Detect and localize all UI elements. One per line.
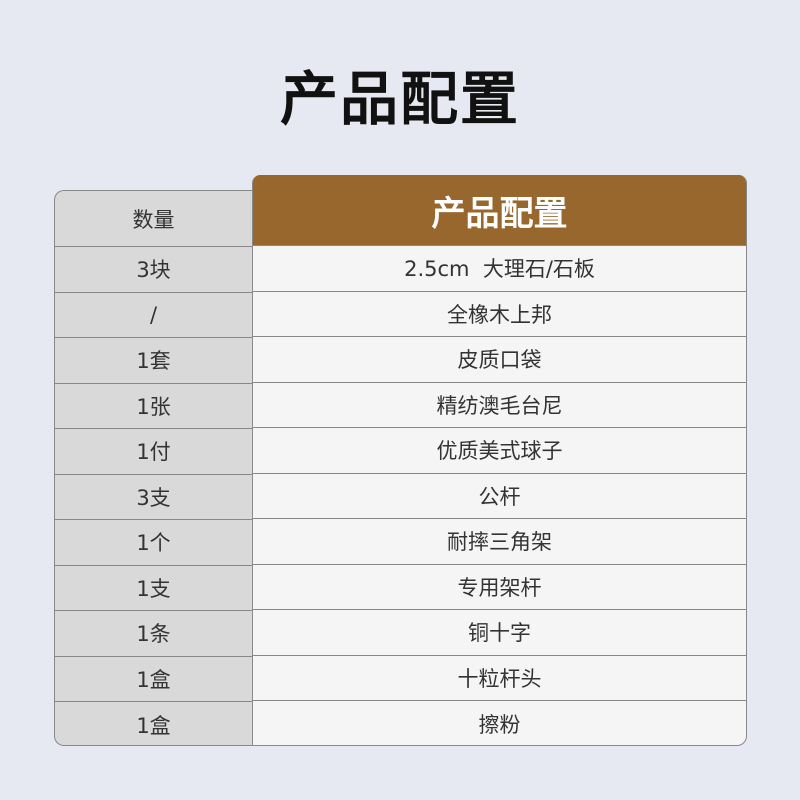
item-cell: 全橡木上邦 bbox=[253, 292, 746, 337]
quantity-cell: 1张 bbox=[55, 384, 252, 429]
quantity-cell: 3块 bbox=[55, 247, 252, 293]
item-cell: 擦粉 bbox=[478, 712, 521, 737]
quantity-cell: 3支 bbox=[55, 475, 252, 520]
quantity-cell: 1盒 bbox=[55, 657, 252, 702]
quantity-cell: 1付 bbox=[55, 429, 252, 475]
item-column: 产品配置 2.5cm 大理石/石板 全橡木上邦 皮质口袋 精纺澳毛台尼 优质美式球子 公杆… bbox=[252, 175, 747, 746]
item-cell: 皮质口袋 bbox=[253, 337, 746, 383]
item-header: 产品配置 bbox=[253, 175, 746, 246]
quantity-cell: / bbox=[55, 293, 252, 338]
item-cell: 专用架杆 bbox=[253, 565, 746, 610]
quantity-column: 数量 3块/1套 1张 1付 3支 1个 1支 1条 1盒 1盒 bbox=[54, 190, 252, 746]
quantity-cell: 1个 bbox=[55, 520, 252, 566]
quantity-cell: 1套 bbox=[55, 338, 252, 384]
item-cell: 铜十字 bbox=[253, 610, 746, 656]
item-cell: 十粒杆头 bbox=[253, 656, 746, 701]
item-cell: 2.5cm 大理石/石板 bbox=[253, 246, 746, 292]
item-cell: 精纺澳毛台尼 bbox=[253, 383, 746, 428]
quantity-header: 数量 bbox=[55, 191, 252, 247]
item-cell: 优质美式球子 bbox=[253, 428, 746, 474]
quantity-cell: 1支 bbox=[55, 566, 252, 611]
page-title: 产品配置 bbox=[279, 65, 520, 133]
quantity-cell: 1条 bbox=[55, 611, 252, 657]
item-cell: 耐摔三角架 bbox=[253, 519, 746, 565]
item-cell: 公杆 bbox=[253, 474, 746, 519]
quantity-cell: 1盒 bbox=[136, 713, 171, 738]
